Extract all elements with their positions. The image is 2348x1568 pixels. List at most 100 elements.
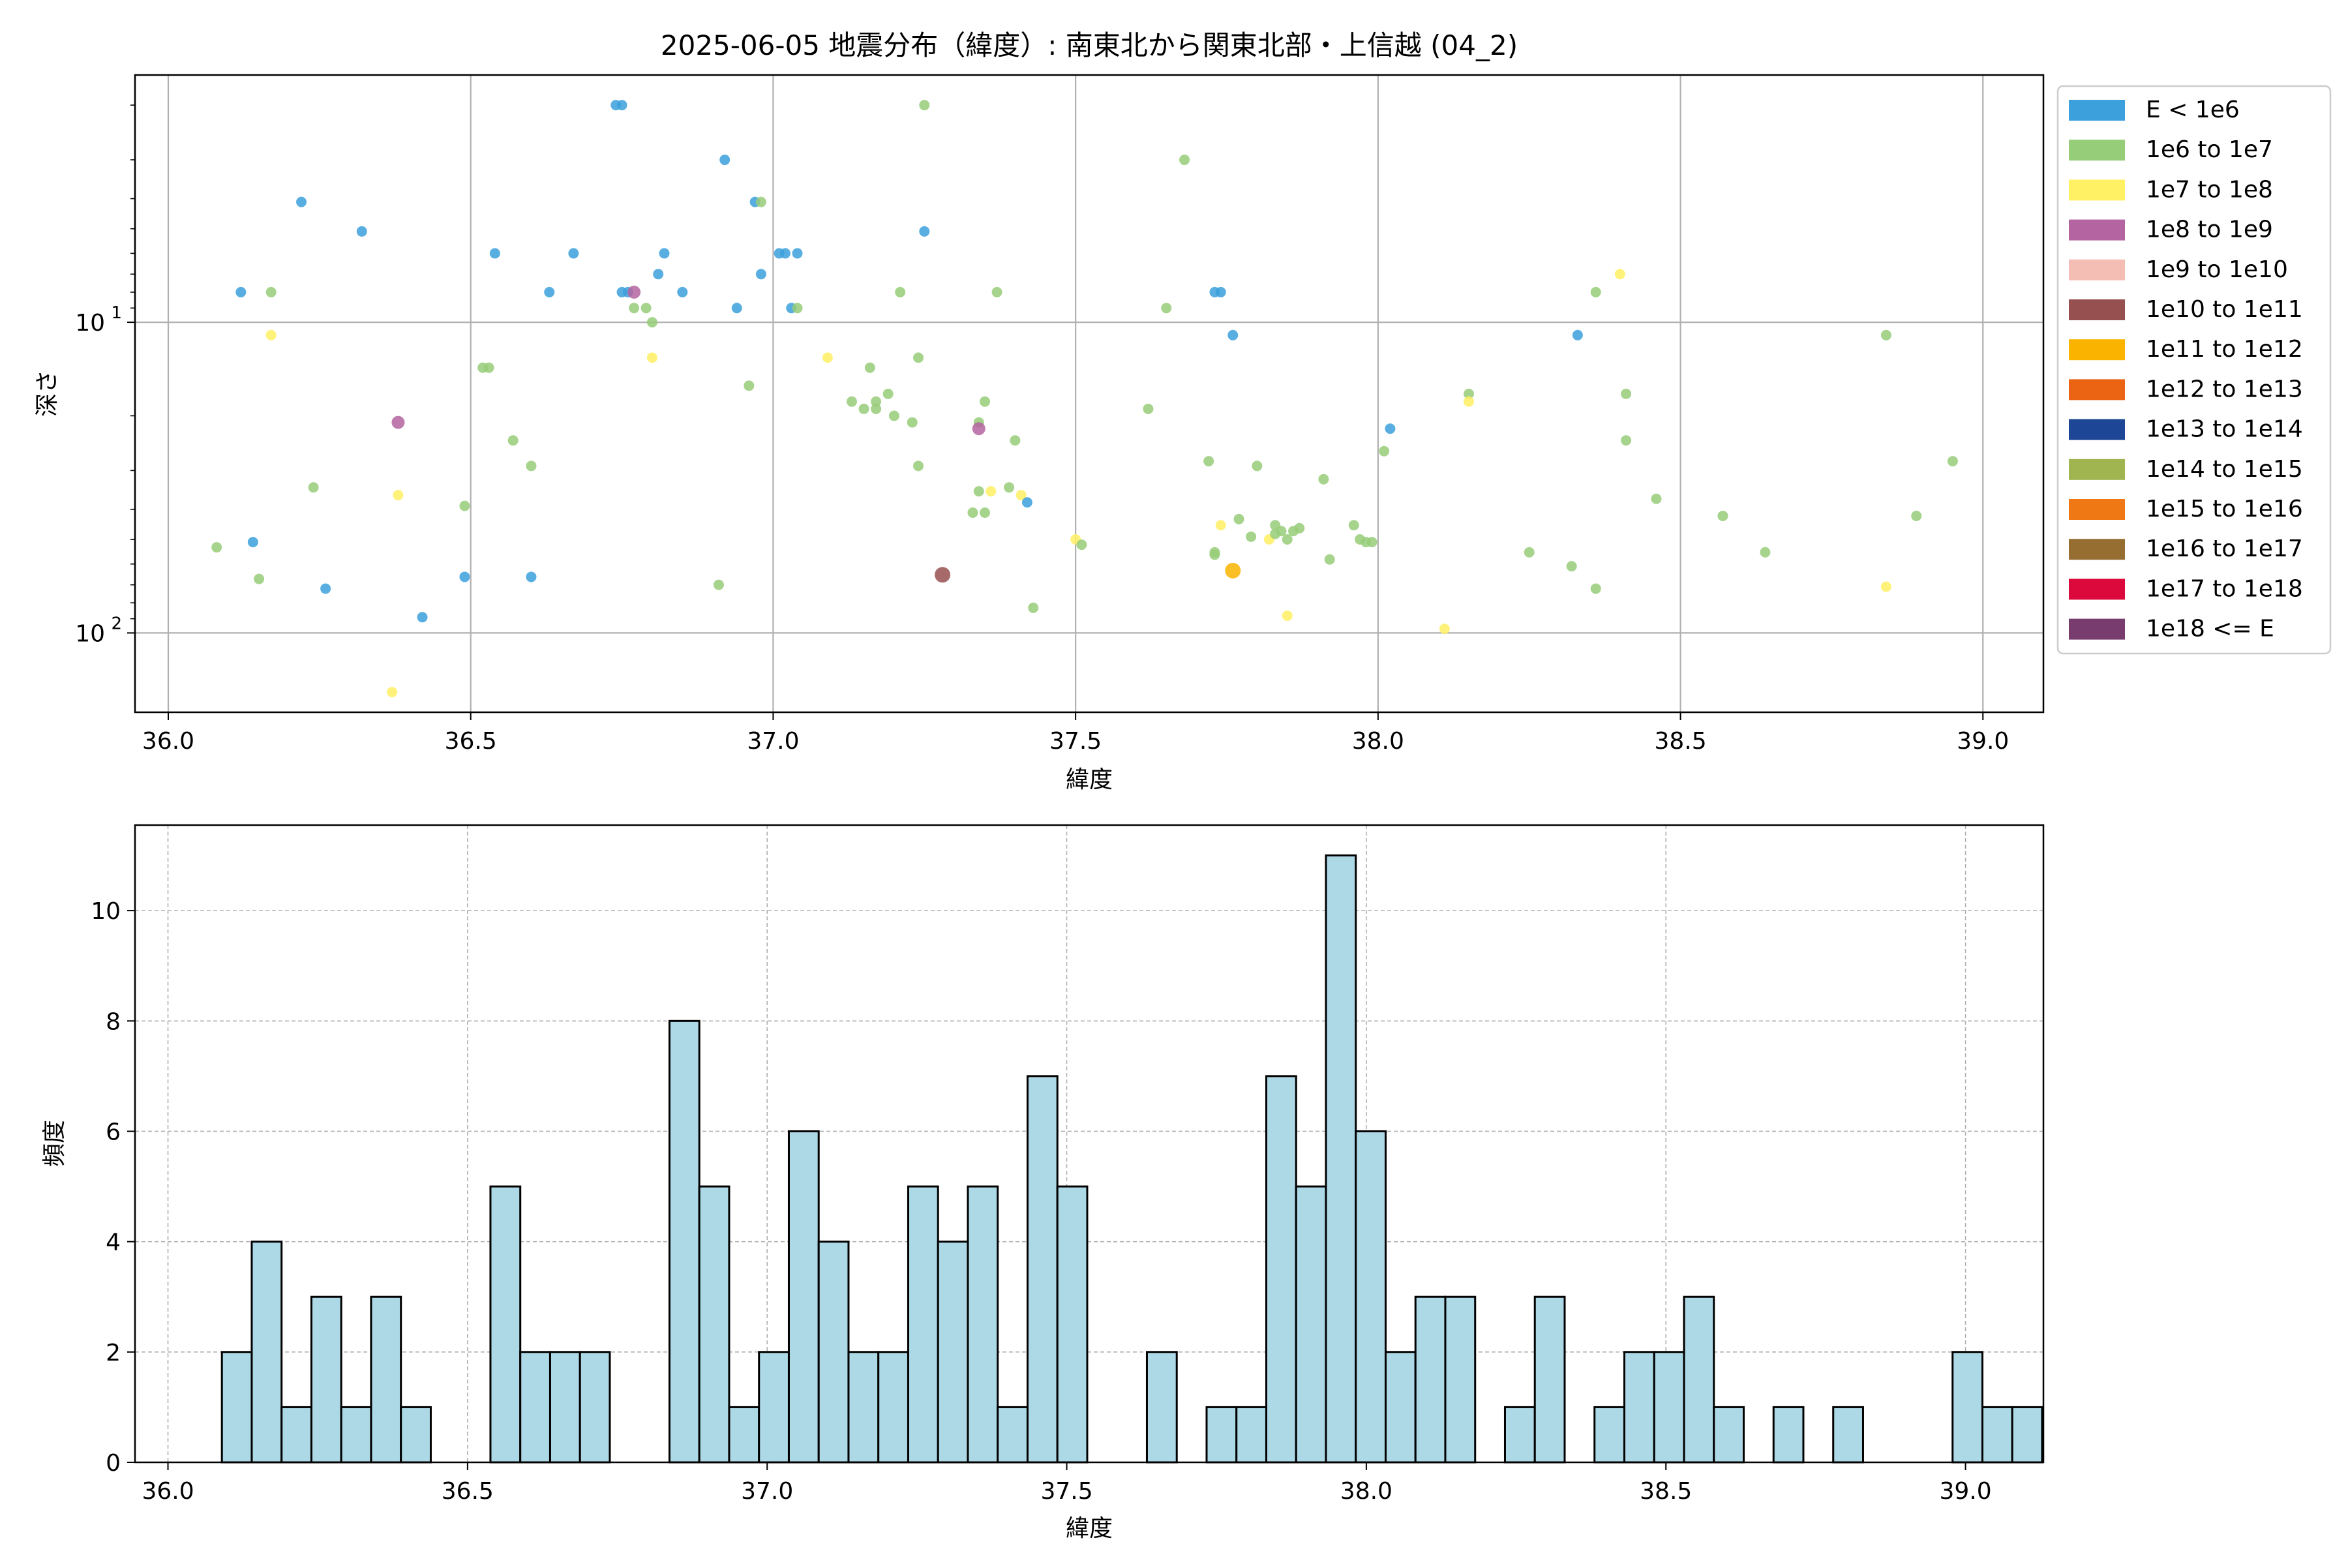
histogram-bar (787, 1130, 820, 1464)
histogram-bar (1593, 1406, 1625, 1464)
histogram-y-tick-label: 2 (106, 1340, 121, 1366)
scatter-point (629, 303, 640, 314)
scatter-point (980, 507, 991, 518)
scatter-y-tick-exponent: 1 (111, 303, 122, 323)
scatter-point (677, 286, 688, 297)
scatter-point (907, 417, 918, 428)
scatter-point (755, 269, 766, 280)
histogram-bar (1026, 1075, 1059, 1464)
scatter-point (387, 687, 398, 698)
histogram-bar (1205, 1406, 1238, 1464)
legend-label: 1e11 to 1e12 (2146, 336, 2303, 363)
scatter-grid (135, 75, 2043, 712)
legend-swatch (2069, 499, 2125, 520)
histogram-bar (728, 1406, 760, 1464)
histogram-bar (1325, 854, 1357, 1464)
legend-label: 1e16 to 1e17 (2146, 535, 2303, 562)
scatter-x-label: 緯度 (1066, 766, 1113, 793)
scatter-point (393, 490, 404, 501)
histogram-bar (220, 1351, 253, 1464)
legend-swatch (2069, 179, 2125, 201)
histogram-y-tick-label: 4 (106, 1229, 121, 1256)
scatter-point (1880, 329, 1891, 340)
scatter-point (483, 362, 494, 373)
scatter-point (822, 352, 833, 363)
histogram-bar (907, 1185, 939, 1464)
legend-label: 1e10 to 1e11 (2146, 296, 2303, 323)
histogram-x-tick-label: 37.0 (741, 1478, 793, 1505)
scatter-points (211, 100, 1958, 698)
scatter-point (1463, 388, 1474, 399)
histogram-bar (1832, 1406, 1864, 1464)
scatter-point (1227, 329, 1239, 340)
scatter-point (265, 329, 277, 340)
scatter-point (1911, 510, 1922, 521)
scatter-point (646, 352, 657, 363)
histogram-bar (1444, 1295, 1477, 1464)
histogram-x-label: 緯度 (1066, 1515, 1113, 1542)
scatter-point (913, 352, 924, 363)
histogram-bar (310, 1295, 342, 1464)
scatter-point (459, 500, 470, 511)
legend-swatch (2069, 539, 2125, 560)
scatter-point (1318, 474, 1329, 485)
histogram-bar (758, 1351, 790, 1464)
scatter-point (895, 286, 906, 297)
histogram-x-tick-label: 37.5 (1040, 1478, 1092, 1505)
histogram-bar (400, 1406, 432, 1464)
histogram-bar (1683, 1295, 1715, 1464)
legend-items: E < 1e6 1e6 to 1e7 1e7 to 1e8 1e8 to 1e9 1e9… (2069, 97, 2303, 642)
histogram-bar (549, 1351, 581, 1464)
scatter-x-tick-label: 38.5 (1654, 728, 1706, 755)
histogram-bar (668, 1019, 700, 1464)
histogram-y-tick-label: 8 (106, 1008, 121, 1035)
histogram-bar (1145, 1351, 1178, 1464)
histogram-bar (1056, 1185, 1089, 1464)
scatter-point (356, 226, 367, 237)
scatter-point (1179, 155, 1190, 166)
legend-label: E < 1e6 (2146, 97, 2240, 123)
legend-label: 1e6 to 1e7 (2146, 136, 2273, 163)
scatter-point (1348, 520, 1359, 531)
histogram-grid (135, 825, 2043, 1463)
histogram-bar (2011, 1406, 2043, 1464)
scatter-point (1717, 510, 1728, 521)
scatter-point (1566, 561, 1577, 572)
scatter-point (719, 155, 730, 166)
histogram-bar (1713, 1406, 1745, 1464)
scatter-point (1233, 513, 1244, 524)
scatter-point (882, 388, 894, 399)
scatter-point (646, 317, 657, 328)
histogram-bar (1623, 1351, 1655, 1464)
histogram-bar (817, 1241, 850, 1464)
legend-label: 1e12 to 1e13 (2146, 376, 2303, 402)
legend-swatch (2069, 299, 2125, 320)
histogram-y-tick-label: 0 (106, 1450, 121, 1477)
histogram-bar (1503, 1406, 1536, 1464)
histogram-bars (220, 854, 2043, 1464)
histogram-bar (250, 1241, 283, 1464)
histogram-bar (340, 1406, 372, 1464)
legend-swatch (2069, 459, 2125, 480)
legend-label: 1e18 <= E (2146, 616, 2274, 642)
legend-label: 1e8 to 1e9 (2146, 217, 2273, 243)
histogram-bar (579, 1351, 611, 1464)
scatter-x-tick-label: 36.0 (142, 728, 194, 755)
scatter-point (526, 460, 537, 472)
scatter-point (507, 435, 519, 446)
histogram-y-tick-label: 6 (106, 1119, 121, 1145)
scatter-point (731, 303, 742, 314)
scatter-point (935, 567, 951, 583)
histogram-bar (1235, 1406, 1267, 1464)
scatter-point (308, 482, 319, 493)
histogram-bar (280, 1406, 312, 1464)
scatter-point (1004, 482, 1015, 493)
scatter-point (1215, 520, 1226, 531)
scatter-point (792, 303, 803, 314)
legend-label: 1e7 to 1e8 (2146, 176, 2273, 203)
scatter-point (1203, 456, 1214, 467)
scatter-point (1010, 435, 1021, 446)
legend-label: 1e14 to 1e15 (2146, 456, 2303, 483)
histogram-x-ticks: 36.0 36.5 37.0 37.5 38.0 38.5 39.0 (142, 1462, 1992, 1505)
